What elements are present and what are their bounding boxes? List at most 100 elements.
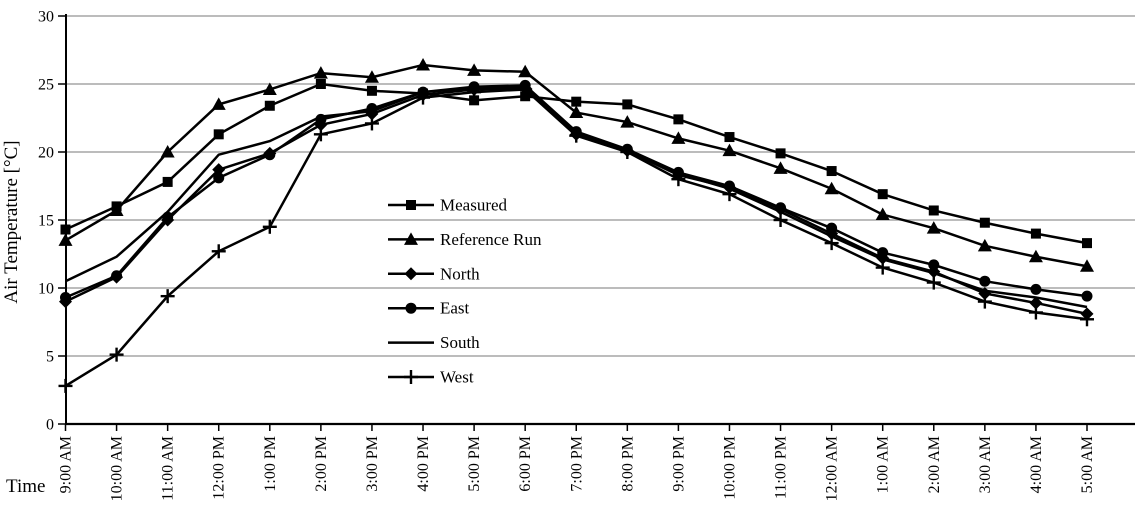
square-marker (60, 224, 71, 235)
circle-marker (877, 247, 889, 259)
legend-label: Measured (440, 196, 508, 215)
circle-marker (1081, 290, 1093, 302)
triangle-marker (211, 97, 226, 110)
x-tick-label: 8:00 PM (619, 436, 636, 492)
x-tick-label: 3:00 AM (977, 436, 994, 493)
circle-marker (60, 292, 71, 304)
triangle-marker (671, 131, 686, 144)
x-tick-label: 12:00 AM (824, 436, 841, 501)
x-tick-label: 1:00 PM (262, 436, 279, 492)
series-reference-run (58, 57, 1094, 272)
triangle-marker (569, 105, 584, 119)
triangle-marker (773, 161, 788, 174)
data-series (58, 57, 1094, 393)
legend-item-measured: Measured (388, 196, 508, 215)
square-marker (366, 85, 377, 96)
circle-marker (213, 172, 225, 184)
legend-item-reference-run: Reference Run (388, 230, 542, 249)
triangle-marker (109, 203, 124, 216)
legend-item-south: South (388, 333, 480, 352)
square-marker (213, 129, 224, 140)
x-tick-label: 1:00 AM (875, 436, 892, 493)
triangle-marker (1028, 249, 1043, 263)
x-tick-label: 7:00 PM (568, 436, 585, 492)
triangle-marker (722, 143, 737, 157)
square-marker (673, 114, 684, 125)
square-marker (469, 95, 480, 106)
triangle-marker (160, 145, 175, 158)
circle-marker (979, 275, 991, 287)
diamond-marker (212, 163, 226, 177)
square-marker (1030, 228, 1041, 239)
legend-label: South (440, 333, 480, 352)
circle-marker (1030, 283, 1042, 295)
x-tick-label: 12:00 PM (211, 436, 228, 500)
x-tick-label: 10:00 AM (109, 436, 126, 501)
x-tick-label: 3:00 PM (364, 436, 381, 492)
square-marker (162, 176, 173, 187)
y-tick-label: 15 (38, 213, 54, 230)
triangle-marker (875, 207, 890, 221)
legend-item-west: West (388, 368, 474, 387)
square-marker (775, 148, 786, 159)
axes: 0 5 10 15 20 25 30 9:00 AM 10:00 AM 11:00 AM 12:00… (38, 9, 1135, 501)
legend-label: East (440, 299, 470, 318)
triangle-marker (977, 238, 992, 252)
legend-item-east: East (388, 299, 470, 318)
circle-marker (405, 302, 417, 314)
square-marker (979, 217, 990, 228)
legend: Measured Reference Run North East South West (388, 196, 542, 387)
legend-item-north: North (388, 264, 480, 283)
y-axis-title: Air Temperature [°C] (1, 140, 22, 303)
square-marker (571, 96, 582, 107)
gridlines (66, 15, 1135, 357)
triangle-marker (926, 221, 941, 234)
series-south (64, 85, 1088, 309)
square-marker (622, 99, 633, 110)
y-tick-label: 5 (46, 349, 54, 366)
x-tick-label: 4:00 PM (415, 436, 432, 492)
circle-marker (264, 149, 276, 161)
circle-marker (111, 270, 123, 282)
x-axis-title: Time (6, 476, 45, 497)
triangle-marker (262, 82, 277, 95)
x-tick-label: 9:00 AM (58, 436, 75, 493)
square-marker (264, 100, 275, 111)
triangle-marker (518, 64, 533, 78)
x-tick-label: 6:00 PM (517, 436, 534, 492)
legend-label: Reference Run (440, 230, 542, 249)
square-marker (826, 166, 837, 177)
circle-marker (928, 259, 940, 271)
series-west (58, 82, 1094, 393)
square-marker (724, 132, 735, 143)
x-tick-label: 10:00 PM (721, 436, 738, 500)
x-tick-label: 9:00 PM (670, 436, 687, 492)
x-tick-label: 5:00 AM (1079, 436, 1096, 493)
x-tick-label: 5:00 PM (466, 436, 483, 492)
y-tick-label: 20 (38, 145, 54, 162)
legend-label: North (440, 264, 480, 283)
diamond-marker (1029, 296, 1043, 310)
triangle-marker (620, 115, 635, 128)
y-tick-label: 30 (38, 9, 54, 26)
diamond-marker (404, 267, 418, 281)
x-tick-label: 2:00 PM (313, 436, 330, 492)
x-tick-label: 2:00 AM (926, 436, 943, 493)
square-marker (877, 189, 888, 200)
triangle-marker (313, 66, 328, 79)
y-tick-label: 10 (38, 281, 54, 298)
legend-label: West (440, 368, 474, 387)
square-marker (1082, 238, 1092, 249)
y-tick-label: 0 (46, 417, 54, 434)
triangle-marker (416, 57, 431, 71)
triangle-marker (1080, 259, 1094, 272)
square-marker (406, 200, 416, 210)
series-line (64, 85, 1088, 309)
square-marker (315, 79, 326, 89)
triangle-marker (824, 181, 839, 195)
circle-marker (826, 222, 838, 234)
triangle-marker (404, 232, 418, 245)
x-tick-label: 11:00 PM (773, 436, 790, 499)
